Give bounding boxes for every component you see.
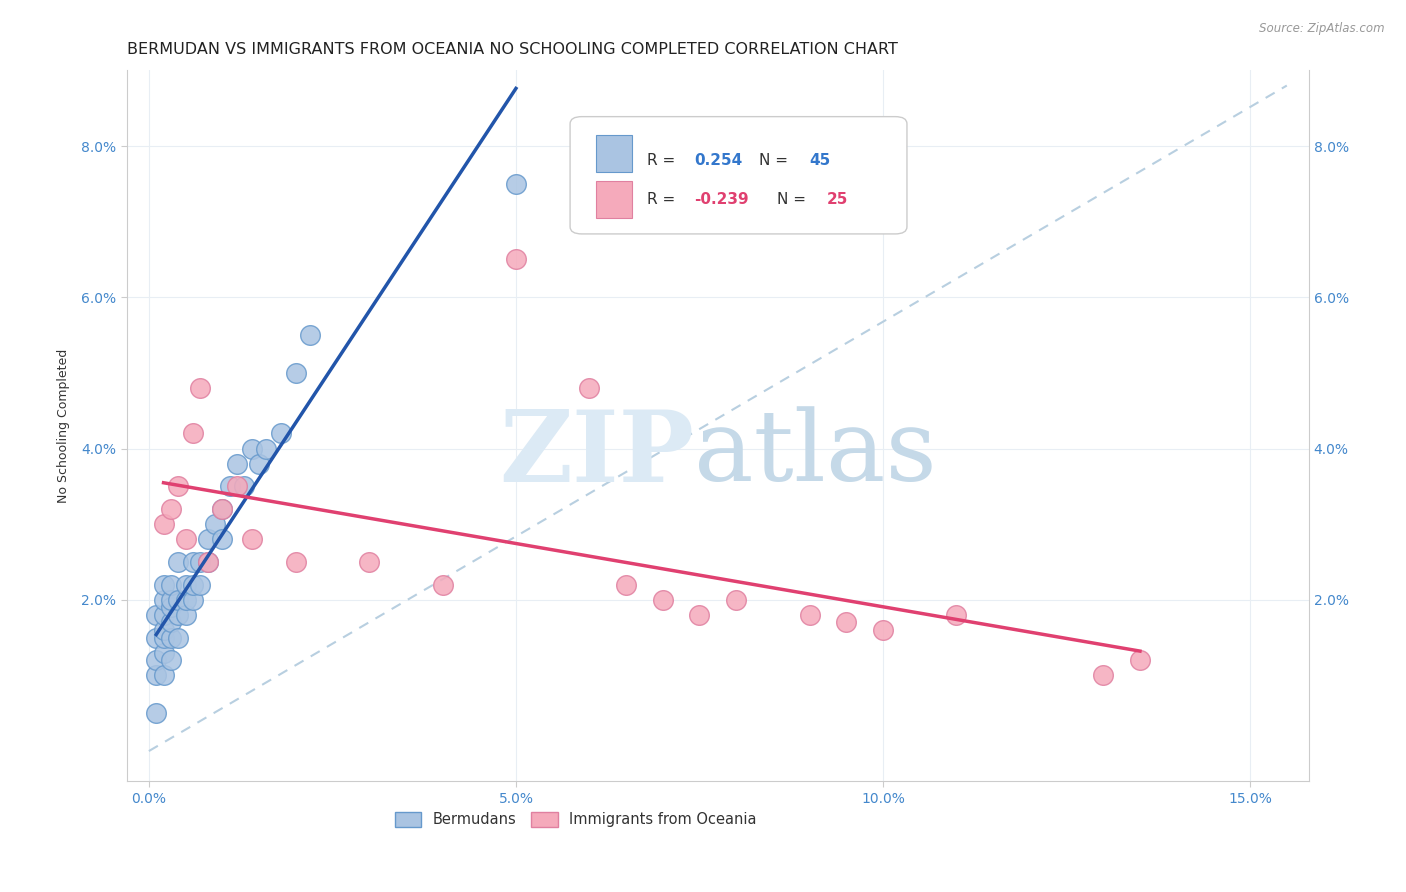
Point bbox=[145, 653, 167, 667]
Text: 25: 25 bbox=[827, 193, 848, 207]
Point bbox=[254, 442, 277, 456]
Point bbox=[799, 607, 821, 622]
Text: N =: N = bbox=[778, 193, 811, 207]
Bar bbox=[596, 181, 631, 219]
Point bbox=[247, 457, 270, 471]
Point bbox=[174, 592, 197, 607]
Point bbox=[152, 607, 174, 622]
Point bbox=[188, 381, 211, 395]
Point bbox=[270, 426, 292, 441]
Point bbox=[284, 366, 307, 380]
Point bbox=[160, 615, 183, 630]
Point bbox=[226, 479, 249, 493]
Point bbox=[152, 631, 174, 645]
Point bbox=[160, 502, 183, 516]
Point bbox=[174, 607, 197, 622]
Point bbox=[204, 517, 226, 532]
Point bbox=[145, 607, 167, 622]
Point bbox=[181, 426, 204, 441]
Legend: Bermudans, Immigrants from Oceania: Bermudans, Immigrants from Oceania bbox=[388, 805, 763, 834]
Point bbox=[197, 533, 219, 547]
Point bbox=[197, 555, 219, 569]
Bar bbox=[596, 135, 631, 172]
Point bbox=[145, 706, 167, 721]
Point bbox=[505, 177, 527, 191]
Point bbox=[160, 631, 183, 645]
Point bbox=[145, 631, 167, 645]
Y-axis label: No Schooling Completed: No Schooling Completed bbox=[58, 349, 70, 503]
Point bbox=[152, 517, 174, 532]
Point bbox=[218, 479, 240, 493]
Point bbox=[505, 252, 527, 267]
Point bbox=[197, 555, 219, 569]
Point bbox=[614, 577, 637, 591]
Point bbox=[226, 457, 249, 471]
Point bbox=[145, 668, 167, 682]
Point bbox=[578, 381, 600, 395]
Point bbox=[1129, 653, 1152, 667]
Point bbox=[152, 623, 174, 637]
Point bbox=[233, 479, 256, 493]
Point bbox=[152, 646, 174, 660]
Text: atlas: atlas bbox=[695, 407, 936, 502]
Point bbox=[160, 577, 183, 591]
Text: ZIP: ZIP bbox=[499, 406, 695, 503]
Point bbox=[1092, 668, 1115, 682]
Point bbox=[432, 577, 454, 591]
Point bbox=[181, 577, 204, 591]
Point bbox=[181, 592, 204, 607]
Point bbox=[284, 555, 307, 569]
Point bbox=[167, 479, 190, 493]
Point bbox=[152, 592, 174, 607]
Text: 0.254: 0.254 bbox=[695, 153, 742, 169]
Point bbox=[359, 555, 381, 569]
Point bbox=[872, 623, 894, 637]
Text: Source: ZipAtlas.com: Source: ZipAtlas.com bbox=[1260, 22, 1385, 36]
Text: R =: R = bbox=[647, 153, 681, 169]
Text: N =: N = bbox=[759, 153, 793, 169]
Point bbox=[835, 615, 858, 630]
Point bbox=[160, 592, 183, 607]
Text: BERMUDAN VS IMMIGRANTS FROM OCEANIA NO SCHOOLING COMPLETED CORRELATION CHART: BERMUDAN VS IMMIGRANTS FROM OCEANIA NO S… bbox=[127, 42, 897, 57]
Point bbox=[188, 555, 211, 569]
Point bbox=[167, 592, 190, 607]
Point bbox=[167, 607, 190, 622]
Point bbox=[945, 607, 967, 622]
Point bbox=[160, 600, 183, 615]
Point bbox=[688, 607, 710, 622]
Point bbox=[188, 577, 211, 591]
Text: R =: R = bbox=[647, 193, 681, 207]
Point bbox=[167, 555, 190, 569]
Point bbox=[299, 328, 322, 343]
Point bbox=[174, 577, 197, 591]
Text: 45: 45 bbox=[808, 153, 830, 169]
Point bbox=[211, 533, 233, 547]
Point bbox=[211, 502, 233, 516]
Point bbox=[651, 592, 673, 607]
Point bbox=[211, 502, 233, 516]
FancyBboxPatch shape bbox=[569, 117, 907, 234]
Point bbox=[725, 592, 748, 607]
Point bbox=[240, 533, 263, 547]
Point bbox=[181, 555, 204, 569]
Point bbox=[240, 442, 263, 456]
Text: -0.239: -0.239 bbox=[695, 193, 749, 207]
Point bbox=[174, 533, 197, 547]
Point bbox=[167, 631, 190, 645]
Point bbox=[152, 577, 174, 591]
Point bbox=[160, 653, 183, 667]
Point bbox=[152, 668, 174, 682]
